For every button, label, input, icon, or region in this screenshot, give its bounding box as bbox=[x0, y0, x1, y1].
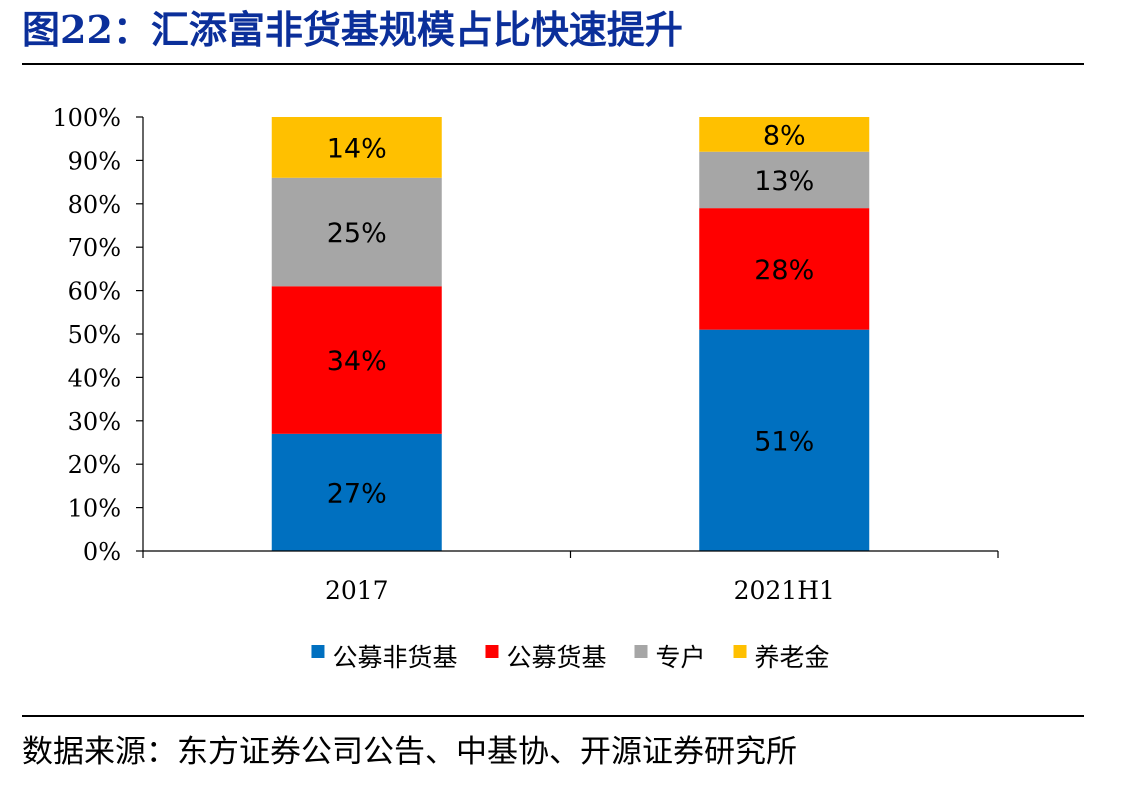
legend-swatch bbox=[733, 645, 747, 658]
y-tick-label: 100% bbox=[52, 104, 121, 132]
data-label: 34% bbox=[327, 346, 387, 377]
legend-swatch bbox=[311, 645, 325, 658]
legend-item: 公募货基 bbox=[485, 643, 607, 672]
legend-swatch bbox=[485, 645, 499, 658]
figure-title: 图22：汇添富非货基规模占比快速提升 bbox=[22, 7, 683, 52]
source-divider bbox=[22, 715, 1084, 717]
title-divider bbox=[22, 63, 1084, 65]
x-tick-label: 2021H1 bbox=[734, 576, 835, 605]
y-tick-label: 10% bbox=[68, 495, 121, 523]
bar-segment bbox=[699, 329, 870, 551]
y-axis: 0% 10% 20% 30% 40% 50% 60% 70% 80% 90% 100% bbox=[52, 104, 144, 566]
y-tick-label: 20% bbox=[68, 451, 121, 479]
legend-label: 公募非货基 bbox=[332, 643, 457, 672]
data-label: 14% bbox=[327, 133, 387, 164]
bar-segment bbox=[271, 177, 442, 287]
data-label: 28% bbox=[754, 255, 814, 286]
bar-segment bbox=[271, 286, 442, 434]
chart-legend: 公募非货基 公募货基 专户 养老金 bbox=[311, 643, 830, 672]
bar-segment bbox=[699, 117, 870, 152]
x-tick-label: 2017 bbox=[325, 576, 389, 605]
y-tick-label: 0% bbox=[83, 538, 121, 566]
data-label: 13% bbox=[754, 166, 814, 197]
legend-label: 养老金 bbox=[755, 643, 830, 672]
legend-label: 公募货基 bbox=[506, 643, 606, 672]
data-label: 25% bbox=[327, 218, 387, 249]
legend-item: 公募非货基 bbox=[311, 643, 457, 672]
bar-segment bbox=[271, 117, 442, 178]
y-tick-label: 30% bbox=[68, 408, 121, 436]
data-label: 8% bbox=[763, 120, 806, 151]
bar-segment bbox=[699, 151, 870, 209]
y-tick-label: 60% bbox=[68, 278, 121, 306]
legend-label: 专户 bbox=[656, 643, 706, 672]
x-axis: 2017 2021H1 bbox=[142, 550, 999, 605]
bar-segment bbox=[699, 208, 870, 330]
stacked-bar-chart: 0% 10% 20% 30% 40% 50% 60% 70% 80% 90% 100% 27% 34%… bbox=[52, 104, 999, 672]
legend-item: 养老金 bbox=[733, 643, 830, 672]
bar-group: 27% 34% 25% 14% 51% 28% 13% 8% bbox=[271, 117, 870, 551]
y-tick-label: 80% bbox=[68, 191, 121, 219]
y-tick-label: 50% bbox=[68, 321, 121, 349]
legend-swatch bbox=[634, 645, 648, 658]
source-note: 数据来源：东方证券公司公告、中基协、开源证券研究所 bbox=[22, 734, 797, 770]
bar-segment bbox=[271, 433, 442, 551]
y-tick-label: 90% bbox=[68, 147, 121, 175]
legend-item: 专户 bbox=[634, 643, 706, 672]
data-label: 27% bbox=[327, 478, 387, 509]
y-tick-label: 70% bbox=[68, 234, 121, 262]
data-label: 51% bbox=[754, 426, 814, 457]
y-tick-label: 40% bbox=[68, 364, 121, 392]
